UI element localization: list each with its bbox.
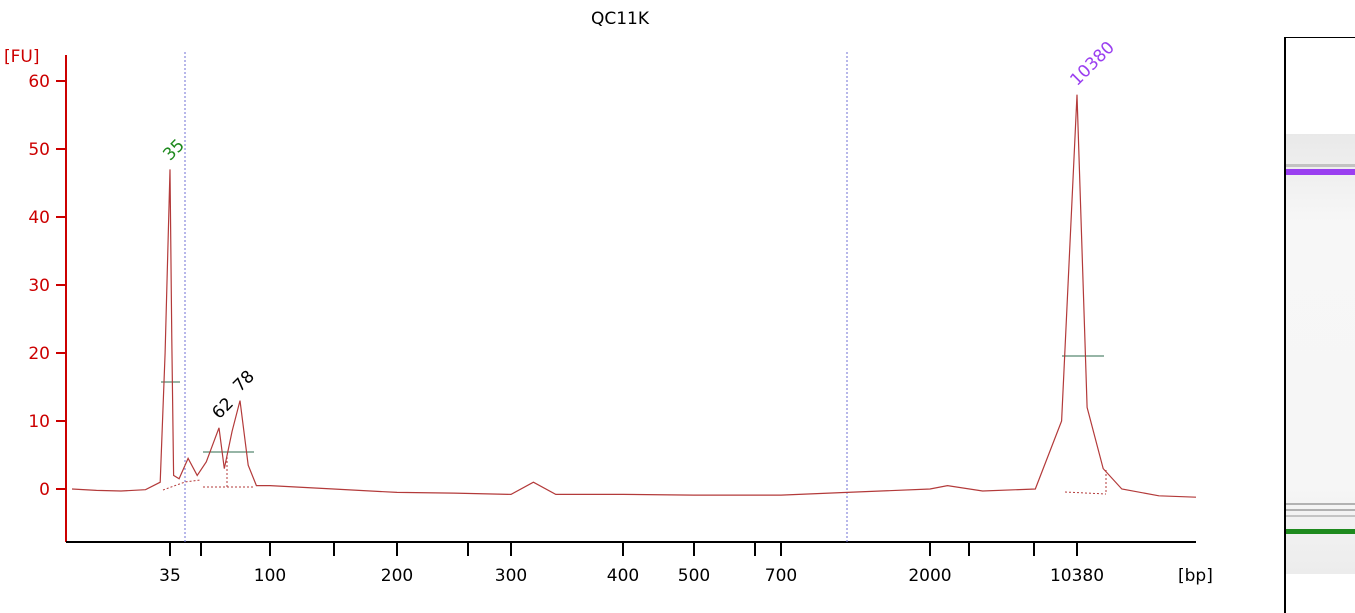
y-tick-label: 50 (28, 140, 50, 160)
series-trace (71, 94, 1197, 498)
electropherogram-chart: QC11K [FU] [bp] 0 10 20 30 40 50 60 35 100 200 30… (4, 9, 1213, 586)
gel-lane-background (1286, 134, 1355, 574)
y-tick-label: 40 (28, 208, 50, 228)
peak-label: 35 (159, 135, 188, 164)
peak-width-markers (161, 355, 1104, 453)
y-tick-label: 60 (28, 72, 50, 92)
x-tick-label: 500 (678, 566, 710, 586)
peak-baselines (162, 457, 1107, 495)
x-tick-label: 700 (765, 566, 797, 586)
y-tick-label: 10 (28, 412, 50, 432)
gel-faint-band (1286, 164, 1355, 167)
y-tick-label: 20 (28, 344, 50, 364)
x-axis-label: [bp] (1178, 566, 1213, 586)
peak-label: 78 (229, 367, 258, 396)
y-tick-label: 30 (28, 276, 50, 296)
x-tick-label: 35 (159, 566, 181, 586)
x-tick-label: 400 (607, 566, 639, 586)
peak-label: 62 (208, 394, 237, 423)
gel-faint-band (1286, 515, 1355, 517)
gel-lane-image (1284, 37, 1355, 613)
x-tick-label: 200 (381, 566, 413, 586)
y-tick-label: 0 (39, 480, 50, 500)
gel-upper-marker-band (1286, 169, 1355, 175)
x-tick-label: 10380 (1050, 566, 1104, 586)
gel-faint-band (1286, 503, 1355, 505)
chart-title: QC11K (591, 9, 650, 29)
x-tick-label: 100 (254, 566, 286, 586)
gel-lower-marker-band (1286, 529, 1355, 534)
x-tick-label: 300 (495, 566, 527, 586)
peak-label: 10380 (1066, 38, 1118, 90)
gel-faint-band (1286, 509, 1355, 511)
x-tick-label: 2000 (908, 566, 951, 586)
y-axis-label: [FU] (4, 47, 40, 67)
